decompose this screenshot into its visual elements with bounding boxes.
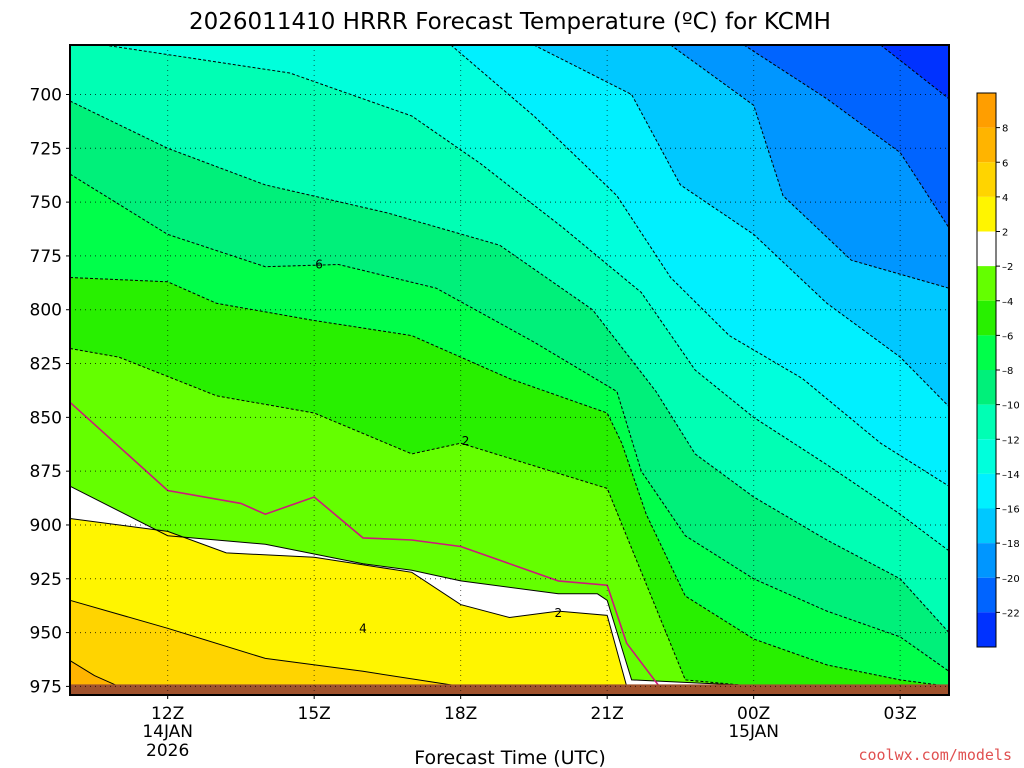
isotherm-line: [104, 44, 950, 552]
colorbar-label: –14: [1002, 470, 1020, 481]
colorbar-label: 6: [1002, 158, 1008, 169]
colorbar-label: –16: [1002, 505, 1020, 516]
isotherm-line: [69, 173, 950, 672]
colorbar-swatch: [977, 473, 996, 509]
colorbar: 8 6 4 2 –2 –4 –6 –8 –10 –12 –14 –16 –18 –20 –22: [976, 92, 1020, 648]
colorbar-swatch: [977, 612, 996, 647]
colorbar-label: –18: [1002, 539, 1020, 550]
colorbar-swatch: [977, 162, 996, 197]
site-credit: coolwx.com/models: [858, 746, 1012, 764]
zero-degree-isotherm: [69, 401, 667, 696]
isotherm-line: [69, 348, 950, 694]
colorbar-swatch: [977, 196, 996, 232]
temperature-band: [70, 518, 949, 695]
colorbar-label: –6: [1002, 331, 1013, 342]
colorbar-swatch: [977, 577, 996, 613]
y-tick-label: 975: [30, 677, 62, 697]
y-tick-label: 900: [30, 516, 62, 536]
colorbar-label: –4: [1002, 297, 1013, 308]
contour-label: 6: [315, 258, 323, 272]
contour-label: 2: [555, 606, 563, 620]
colorbar-label: 2: [1002, 228, 1008, 239]
chart-title: 2026011410 HRRR Forecast Temperature (ºC…: [189, 9, 831, 35]
contour-label: 4: [359, 621, 367, 635]
colorbar-swatch: [977, 266, 996, 301]
x-tick-date: 15JAN: [728, 722, 779, 742]
x-tick-label: 03Z: [884, 704, 917, 724]
colorbar-swatch: [977, 231, 996, 267]
isotherm-line: [670, 44, 950, 289]
contour-labels: 6 2 2 4: [315, 258, 563, 636]
colorbar-label: –12: [1002, 435, 1020, 446]
colorbar-label: –20: [1002, 574, 1020, 585]
ground-surface: [70, 684, 949, 695]
colorbar-swatch: [977, 508, 996, 544]
colorbar-label: 4: [1002, 193, 1008, 204]
isotherm-line: [69, 277, 950, 687]
y-tick-label: 950: [30, 624, 62, 644]
x-tick-year: 2026: [146, 741, 189, 761]
grid-lines: [70, 45, 949, 695]
x-tick-label: 00Z: [737, 704, 770, 724]
y-tick-label: 875: [30, 462, 62, 482]
x-tick-date: 14JAN: [142, 722, 193, 742]
colorbar-swatch: [977, 543, 996, 578]
colorbar-swatch: [977, 127, 996, 163]
x-tick-label: 12Z: [151, 704, 184, 724]
x-axis-label: Forecast Time (UTC): [414, 747, 605, 768]
isotherm-line: [69, 518, 950, 696]
temperature-band-fills: [70, 45, 949, 696]
x-tick-label: 21Z: [591, 704, 624, 724]
plot-frame: [69, 44, 950, 696]
isotherm-lines: [69, 44, 950, 696]
y-tick-label: 825: [30, 355, 62, 375]
y-axis-ticks: 700 725 750 775 800 825 850 875 900 925 950 975: [30, 86, 70, 697]
y-tick-label: 725: [30, 139, 62, 159]
y-tick-label: 775: [30, 247, 62, 267]
isotherm-line: [533, 44, 950, 407]
y-tick-label: 700: [30, 86, 62, 106]
isotherm-line: [69, 100, 950, 633]
colorbar-label: –10: [1002, 401, 1020, 412]
colorbar-swatch: [977, 300, 996, 336]
isotherm-line: [880, 44, 950, 100]
colorbar-swatch: [977, 404, 996, 440]
y-tick-label: 850: [30, 408, 62, 428]
colorbar-label: –2: [1002, 262, 1013, 273]
colorbar-label: –22: [1002, 608, 1020, 619]
colorbar-label: 8: [1002, 124, 1008, 135]
y-tick-label: 750: [30, 193, 62, 213]
y-tick-label: 925: [30, 570, 62, 590]
contour-label: 2: [462, 434, 470, 448]
temperature-band: [70, 600, 949, 695]
colorbar-swatch: [977, 335, 996, 370]
x-tick-label: 18Z: [444, 704, 477, 724]
colorbar-swatch: [977, 93, 996, 128]
colorbar-label: –8: [1002, 366, 1013, 377]
y-tick-label: 800: [30, 301, 62, 321]
colorbar-swatch: [977, 370, 996, 405]
colorbar-swatch: [977, 439, 996, 474]
x-tick-label: 15Z: [298, 704, 331, 724]
